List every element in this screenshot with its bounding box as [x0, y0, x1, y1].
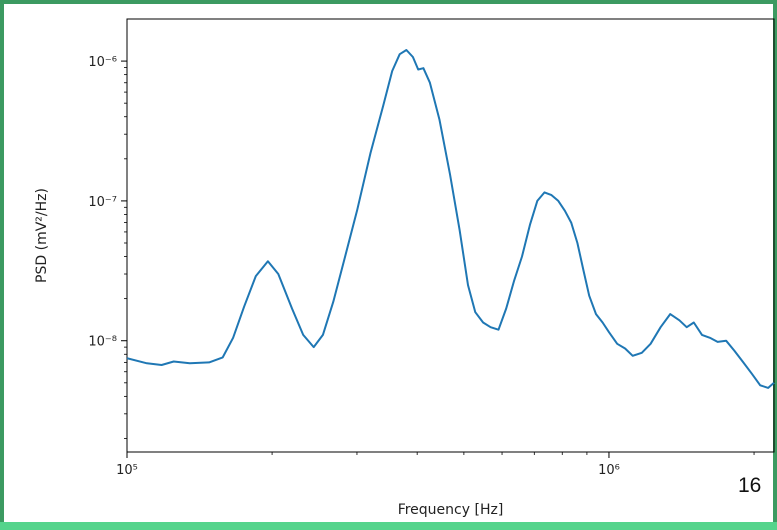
y-tick-label: 10⁻⁶ [88, 55, 117, 70]
y-tick-label: 10⁻⁸ [88, 335, 117, 350]
slide-bottom-bar [0, 522, 777, 530]
psd-series-line [126, 49, 775, 389]
axis-ticks: 10⁵ 10⁶ 10⁻⁸ 10⁻⁷ 10⁻⁶ [88, 55, 755, 478]
x-tick-label: 10⁶ [598, 463, 620, 478]
x-tick-label: 10⁵ [116, 463, 138, 478]
plot-area [126, 18, 775, 453]
x-axis-label: Frequency [Hz] [398, 502, 504, 518]
y-axis-label: PSD (mV²/Hz) [34, 188, 50, 283]
page-number: 16 [738, 474, 762, 497]
y-tick-label: 10⁻⁷ [88, 195, 117, 210]
